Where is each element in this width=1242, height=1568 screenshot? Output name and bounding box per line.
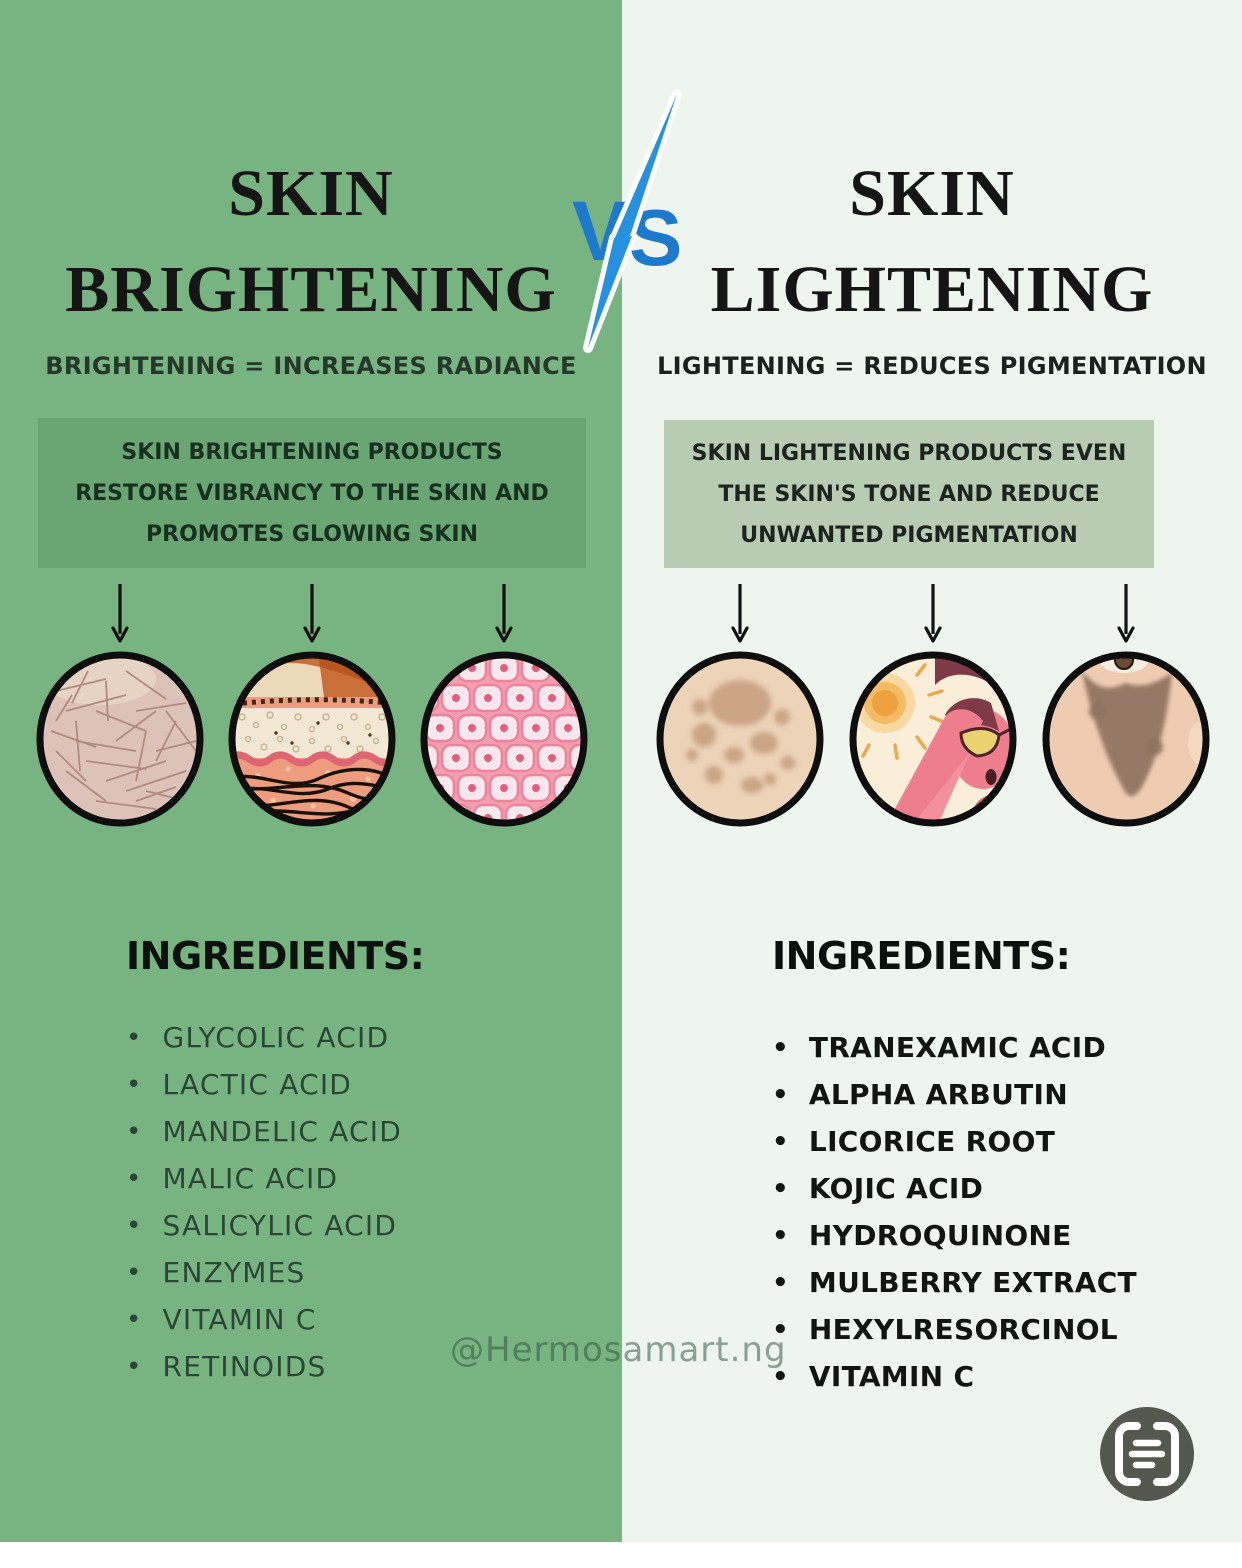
- left-title-line1: SKIN: [228, 157, 394, 230]
- left-ingredients-heading: INGREDIENTS:: [126, 934, 425, 978]
- right-box-line: UNWANTED PIGMENTATION: [740, 522, 1078, 548]
- bullet-icon: •: [772, 1267, 789, 1298]
- bottom-strip: [0, 1542, 1242, 1568]
- melasma-patch-image: [1042, 651, 1210, 827]
- ingredient-label: ENZYMES: [162, 1256, 306, 1289]
- ingredient-label: HYDROQUINONE: [808, 1219, 1072, 1252]
- down-arrow-icon: [924, 584, 942, 643]
- right-subtitle: LIGHTENING = REDUCES PIGMENTATION: [657, 352, 1207, 380]
- right-ingredients-heading: INGREDIENTS:: [772, 934, 1071, 978]
- left-ingredients-section: INGREDIENTS: • GLYCOLIC ACID • LACTIC ACID…: [126, 934, 596, 1390]
- ingredient-label: RETINOIDS: [162, 1350, 327, 1383]
- bullet-icon: •: [126, 1257, 143, 1288]
- list-item: • ALPHA ARBUTIN: [772, 1071, 1222, 1118]
- left-title: SKIN BRIGHTENING: [0, 146, 622, 338]
- down-arrow-icon: [111, 584, 129, 643]
- list-item: • GLYCOLIC ACID: [126, 1014, 596, 1061]
- bullet-icon: •: [772, 1314, 789, 1345]
- right-title: SKIN LIGHTENING: [622, 146, 1242, 338]
- ingredient-label: GLYCOLIC ACID: [162, 1021, 390, 1054]
- scan-text-icon[interactable]: [1099, 1406, 1195, 1502]
- right-box-line: SKIN LIGHTENING PRODUCTS EVEN: [691, 440, 1127, 466]
- left-box-line: PROMOTES GLOWING SKIN: [146, 521, 478, 547]
- ingredient-label: MULBERRY EXTRACT: [808, 1266, 1137, 1299]
- list-item: • LACTIC ACID: [126, 1061, 596, 1108]
- ingredient-label: VITAMIN C: [162, 1303, 317, 1336]
- bullet-icon: •: [126, 1163, 143, 1194]
- list-item: • VITAMIN C: [772, 1353, 1222, 1400]
- ingredient-label: HEXYLRESORCINOL: [808, 1313, 1118, 1346]
- bullet-icon: •: [126, 1304, 143, 1335]
- left-box-line: SKIN BRIGHTENING PRODUCTS: [121, 439, 503, 465]
- bullet-icon: •: [772, 1173, 789, 1204]
- down-arrow-icon: [731, 584, 749, 643]
- ingredient-label: VITAMIN C: [808, 1360, 975, 1393]
- bullet-icon: •: [772, 1126, 789, 1157]
- list-item: • TRANEXAMIC ACID: [772, 1024, 1222, 1071]
- list-item: • LICORICE ROOT: [772, 1118, 1222, 1165]
- right-ingredients-section: INGREDIENTS: • TRANEXAMIC ACID • ALPHA ARB…: [772, 934, 1222, 1400]
- bullet-icon: •: [772, 1220, 789, 1251]
- ingredient-label: MANDELIC ACID: [162, 1115, 402, 1148]
- ingredient-label: SALICYLIC ACID: [162, 1209, 398, 1242]
- left-subtitle: BRIGHTENING = INCREASES RADIANCE: [45, 352, 577, 380]
- list-item: • MULBERRY EXTRACT: [772, 1259, 1222, 1306]
- skin-cells-image: [420, 651, 588, 827]
- list-item: • HEXYLRESORCINOL: [772, 1306, 1222, 1353]
- right-ingredients-list: • TRANEXAMIC ACID • ALPHA ARBUTIN • LICORIC…: [772, 1024, 1222, 1400]
- right-title-line2: LIGHTENING: [710, 253, 1154, 326]
- skin-layers-cross-section-image: [228, 651, 396, 827]
- bullet-icon: •: [772, 1079, 789, 1110]
- ingredient-label: ALPHA ARBUTIN: [808, 1078, 1068, 1111]
- vs-logo: V S: [572, 89, 682, 353]
- list-item: • ENZYMES: [126, 1249, 596, 1296]
- right-box-line: THE SKIN'S TONE AND REDUCE: [718, 481, 1100, 507]
- sun-exposure-image: [849, 651, 1017, 827]
- list-item: • HYDROQUINONE: [772, 1212, 1222, 1259]
- bullet-icon: •: [126, 1022, 143, 1053]
- left-ingredients-list: • GLYCOLIC ACID • LACTIC ACID • MANDELIC AC…: [126, 1014, 596, 1390]
- lightning-bolt-icon: [583, 89, 682, 353]
- bullet-icon: •: [772, 1361, 789, 1392]
- right-title-line1: SKIN: [849, 157, 1015, 230]
- down-arrow-icon: [1117, 584, 1135, 643]
- dry-skin-texture-image: [36, 651, 204, 827]
- list-item: • KOJIC ACID: [772, 1165, 1222, 1212]
- bullet-icon: •: [126, 1116, 143, 1147]
- left-box-line: RESTORE VIBRANCY TO THE SKIN AND: [75, 480, 549, 506]
- bullet-icon: •: [126, 1210, 143, 1241]
- ingredient-label: MALIC ACID: [162, 1162, 339, 1195]
- pigmentation-spots-image: [656, 651, 824, 827]
- list-item: • SALICYLIC ACID: [126, 1202, 596, 1249]
- bullet-icon: •: [126, 1069, 143, 1100]
- down-arrow-icon: [303, 584, 321, 643]
- ingredient-label: LACTIC ACID: [162, 1068, 353, 1101]
- ingredient-label: TRANEXAMIC ACID: [808, 1031, 1107, 1064]
- down-arrow-icon: [495, 584, 513, 643]
- list-item: • MANDELIC ACID: [126, 1108, 596, 1155]
- left-description-box: SKIN BRIGHTENING PRODUCTS RESTORE VIBRAN…: [38, 418, 586, 568]
- left-title-line2: BRIGHTENING: [65, 253, 557, 326]
- right-description-box: SKIN LIGHTENING PRODUCTS EVEN THE SKIN'S…: [664, 420, 1154, 568]
- ingredient-label: KOJIC ACID: [808, 1172, 984, 1205]
- list-item: • VITAMIN C: [126, 1296, 596, 1343]
- list-item: • MALIC ACID: [126, 1155, 596, 1202]
- bullet-icon: •: [772, 1032, 789, 1063]
- bullet-icon: •: [126, 1351, 143, 1382]
- ingredient-label: LICORICE ROOT: [808, 1125, 1056, 1158]
- list-item: • RETINOIDS: [126, 1343, 596, 1390]
- watermark: @Hermosamart.ng: [450, 1330, 787, 1370]
